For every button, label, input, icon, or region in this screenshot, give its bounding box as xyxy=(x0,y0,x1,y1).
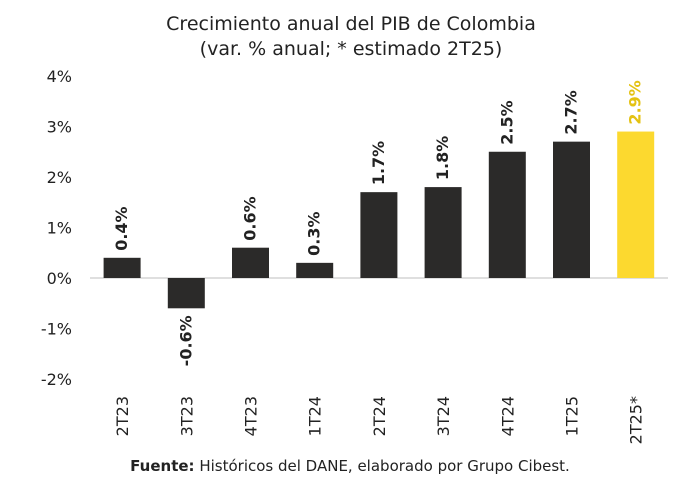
bar-3t24 xyxy=(424,187,462,278)
x-tick-label: 2T25* xyxy=(627,396,646,444)
bars xyxy=(103,131,655,309)
x-tick-label: 2T24 xyxy=(370,396,389,436)
bar-1t25 xyxy=(553,141,590,278)
value-label: 0.6% xyxy=(241,196,260,240)
source-note: Fuente: Históricos del DANE, elaborado p… xyxy=(0,457,700,475)
value-label: 2.9% xyxy=(626,80,645,124)
value-labels: 0.4% -0.6% 0.6% 0.3% 1.7% 1.8% 2.5% 2.7% 2.9% xyxy=(112,80,645,366)
value-label: 2.7% xyxy=(562,90,581,134)
bar-4t24 xyxy=(488,151,526,278)
bar-2t24 xyxy=(360,192,398,278)
source-label: Fuente: xyxy=(130,457,195,475)
x-tick-label: 3T23 xyxy=(177,396,196,436)
chart-title: Crecimiento anual del PIB de Colombia xyxy=(166,13,536,35)
bar-2t25-est xyxy=(617,131,655,278)
y-axis-ticks: 4% 3% 2% 1% 0% -1% -2% xyxy=(41,67,72,389)
source-text: Históricos del DANE, elaborado por Grupo… xyxy=(199,457,570,475)
y-tick-label: 2% xyxy=(47,168,72,187)
y-tick-label: 3% xyxy=(47,118,72,137)
chart-subtitle: (var. % anual; * estimado 2T25) xyxy=(200,38,503,60)
x-tick-label: 1T25 xyxy=(563,396,582,436)
bar-3t23 xyxy=(167,278,205,309)
value-label: 0.3% xyxy=(305,211,324,255)
y-tick-label: 0% xyxy=(47,269,72,288)
x-tick-label: 4T24 xyxy=(498,396,517,436)
value-label: 0.4% xyxy=(112,206,131,250)
value-label: 1.8% xyxy=(433,136,452,180)
y-tick-label: -2% xyxy=(41,370,72,389)
y-tick-label: 4% xyxy=(47,67,72,86)
x-tick-label: 4T23 xyxy=(242,396,261,436)
bar-4t23 xyxy=(232,247,269,278)
x-tick-label: 1T24 xyxy=(306,396,325,436)
y-tick-label: 1% xyxy=(47,219,72,238)
x-tick-label: 3T24 xyxy=(434,396,453,436)
bar-1t24 xyxy=(296,262,334,278)
value-label: 1.7% xyxy=(369,141,388,185)
bar-2t23 xyxy=(103,257,141,278)
value-label: -0.6% xyxy=(176,315,195,366)
x-axis-ticks: 2T23 3T23 4T23 1T24 2T24 3T24 4T24 1T25 2T25* xyxy=(113,396,646,444)
x-tick-label: 2T23 xyxy=(113,396,132,436)
value-label: 2.5% xyxy=(497,100,516,144)
y-tick-label: -1% xyxy=(41,320,72,339)
